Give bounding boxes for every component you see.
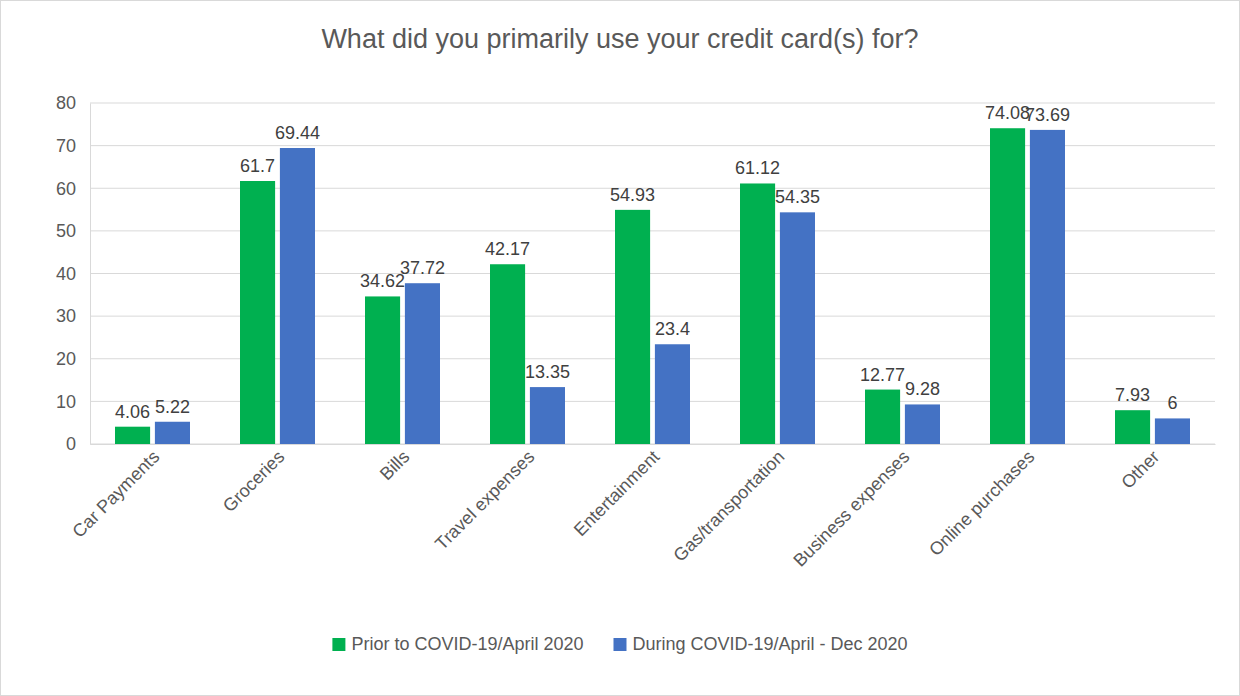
- bar: [280, 148, 315, 444]
- y-tick-label: 80: [56, 93, 76, 113]
- bar: [780, 212, 815, 444]
- legend-label: Prior to COVID-19/April 2020: [351, 634, 583, 654]
- data-label: 5.22: [155, 397, 190, 417]
- y-tick-label: 40: [56, 264, 76, 284]
- bar: [240, 181, 275, 444]
- chart: What did you primarily use your credit c…: [0, 0, 1240, 696]
- bar: [740, 183, 775, 444]
- legend-label: During COVID-19/April - Dec 2020: [632, 634, 907, 654]
- x-tick-label: Business expenses: [790, 447, 914, 571]
- bar: [1155, 418, 1190, 444]
- data-label: 12.77: [860, 365, 905, 385]
- bar: [490, 264, 525, 444]
- grid-line: [90, 103, 1215, 104]
- x-tick-label: Other: [1117, 447, 1163, 493]
- data-labels: 4.06 61.7 34.62 42.17 54.93 61.12 12.77 74.08 7.…: [115, 103, 1177, 421]
- data-label: 74.08: [985, 103, 1030, 123]
- bar: [615, 210, 650, 444]
- y-tick: 40: [56, 264, 90, 284]
- y-tick-label: 0: [66, 434, 76, 454]
- bar: [865, 390, 900, 444]
- y-tick-label: 50: [56, 221, 76, 241]
- data-label: 69.44: [275, 123, 320, 143]
- legend-swatch: [613, 638, 626, 651]
- bars: [115, 128, 1190, 444]
- x-tick: Online purchases: [925, 444, 1038, 560]
- bar-series: [115, 128, 1150, 444]
- x-tick: Business expenses: [790, 444, 914, 570]
- data-label: 7.93: [1115, 385, 1150, 405]
- data-label: 4.06: [115, 402, 150, 422]
- legend-item: During COVID-19/April - Dec 2020: [613, 634, 907, 654]
- data-label: 9.28: [905, 379, 940, 399]
- y-tick: 80: [56, 93, 90, 113]
- y-tick: 50: [56, 221, 90, 241]
- bar: [655, 344, 690, 444]
- x-axis: Car Payments Groceries Bills Travel expense…: [69, 444, 1216, 570]
- x-tick-label: Bills: [376, 447, 413, 484]
- y-tick-label: 20: [56, 349, 76, 369]
- y-tick: 0: [66, 434, 90, 454]
- bar: [155, 422, 190, 444]
- x-tick-label: Groceries: [219, 447, 288, 516]
- y-tick-label: 70: [56, 136, 76, 156]
- bar: [1030, 130, 1065, 444]
- x-tick: Gas/transportation: [669, 444, 788, 566]
- x-tick: Other: [1117, 444, 1163, 493]
- y-axis-line: [90, 104, 91, 445]
- data-label: 61.7: [240, 156, 275, 176]
- x-tick: Groceries: [219, 444, 288, 516]
- data-label: 54.93: [610, 185, 655, 205]
- data-label: 54.35: [775, 187, 820, 207]
- bar: [115, 427, 150, 444]
- data-label: 6: [1167, 393, 1177, 413]
- bar: [905, 404, 940, 444]
- x-tick: Bills: [376, 444, 413, 484]
- data-label: 42.17: [485, 239, 530, 259]
- grid: [90, 103, 1215, 444]
- y-tick-label: 10: [56, 392, 76, 412]
- x-tick: Travel expenses: [431, 444, 538, 554]
- x-tick: Entertainment: [570, 444, 663, 540]
- x-tick: Car Payments: [69, 444, 164, 541]
- x-tick-label: Online purchases: [925, 447, 1038, 560]
- data-label: 61.12: [735, 158, 780, 178]
- data-label: 23.4: [655, 319, 690, 339]
- y-tick-label: 30: [56, 306, 76, 326]
- chart-border: [1, 1, 1240, 696]
- y-tick: 70: [56, 136, 90, 156]
- legend-swatch: [332, 638, 345, 651]
- x-axis-line: [91, 444, 1216, 445]
- legend-item: Prior to COVID-19/April 2020: [332, 634, 583, 654]
- x-tick-label: Gas/transportation: [669, 447, 788, 566]
- y-tick: 10: [56, 392, 90, 412]
- legend: Prior to COVID-19/April 2020 During COVID…: [332, 634, 907, 654]
- bar: [990, 128, 1025, 444]
- x-tick-label: Entertainment: [570, 447, 663, 540]
- data-label: 73.69: [1025, 105, 1070, 125]
- y-tick-label: 60: [56, 179, 76, 199]
- y-tick: 20: [56, 349, 90, 369]
- y-tick: 60: [56, 179, 90, 199]
- bar: [1115, 410, 1150, 444]
- x-tick-label: Travel expenses: [431, 447, 538, 554]
- y-axis: 0 10 20 30 40 50 60 70 80: [56, 93, 91, 454]
- data-label: 37.72: [400, 258, 445, 278]
- bar: [365, 296, 400, 444]
- bar: [530, 387, 565, 444]
- y-tick: 30: [56, 306, 90, 326]
- x-tick-label: Car Payments: [69, 447, 164, 542]
- data-label: 13.35: [525, 362, 570, 382]
- data-label: 34.62: [360, 271, 405, 291]
- chart-title: What did you primarily use your credit c…: [321, 24, 918, 54]
- bar: [405, 283, 440, 444]
- bar-series: [155, 130, 1190, 444]
